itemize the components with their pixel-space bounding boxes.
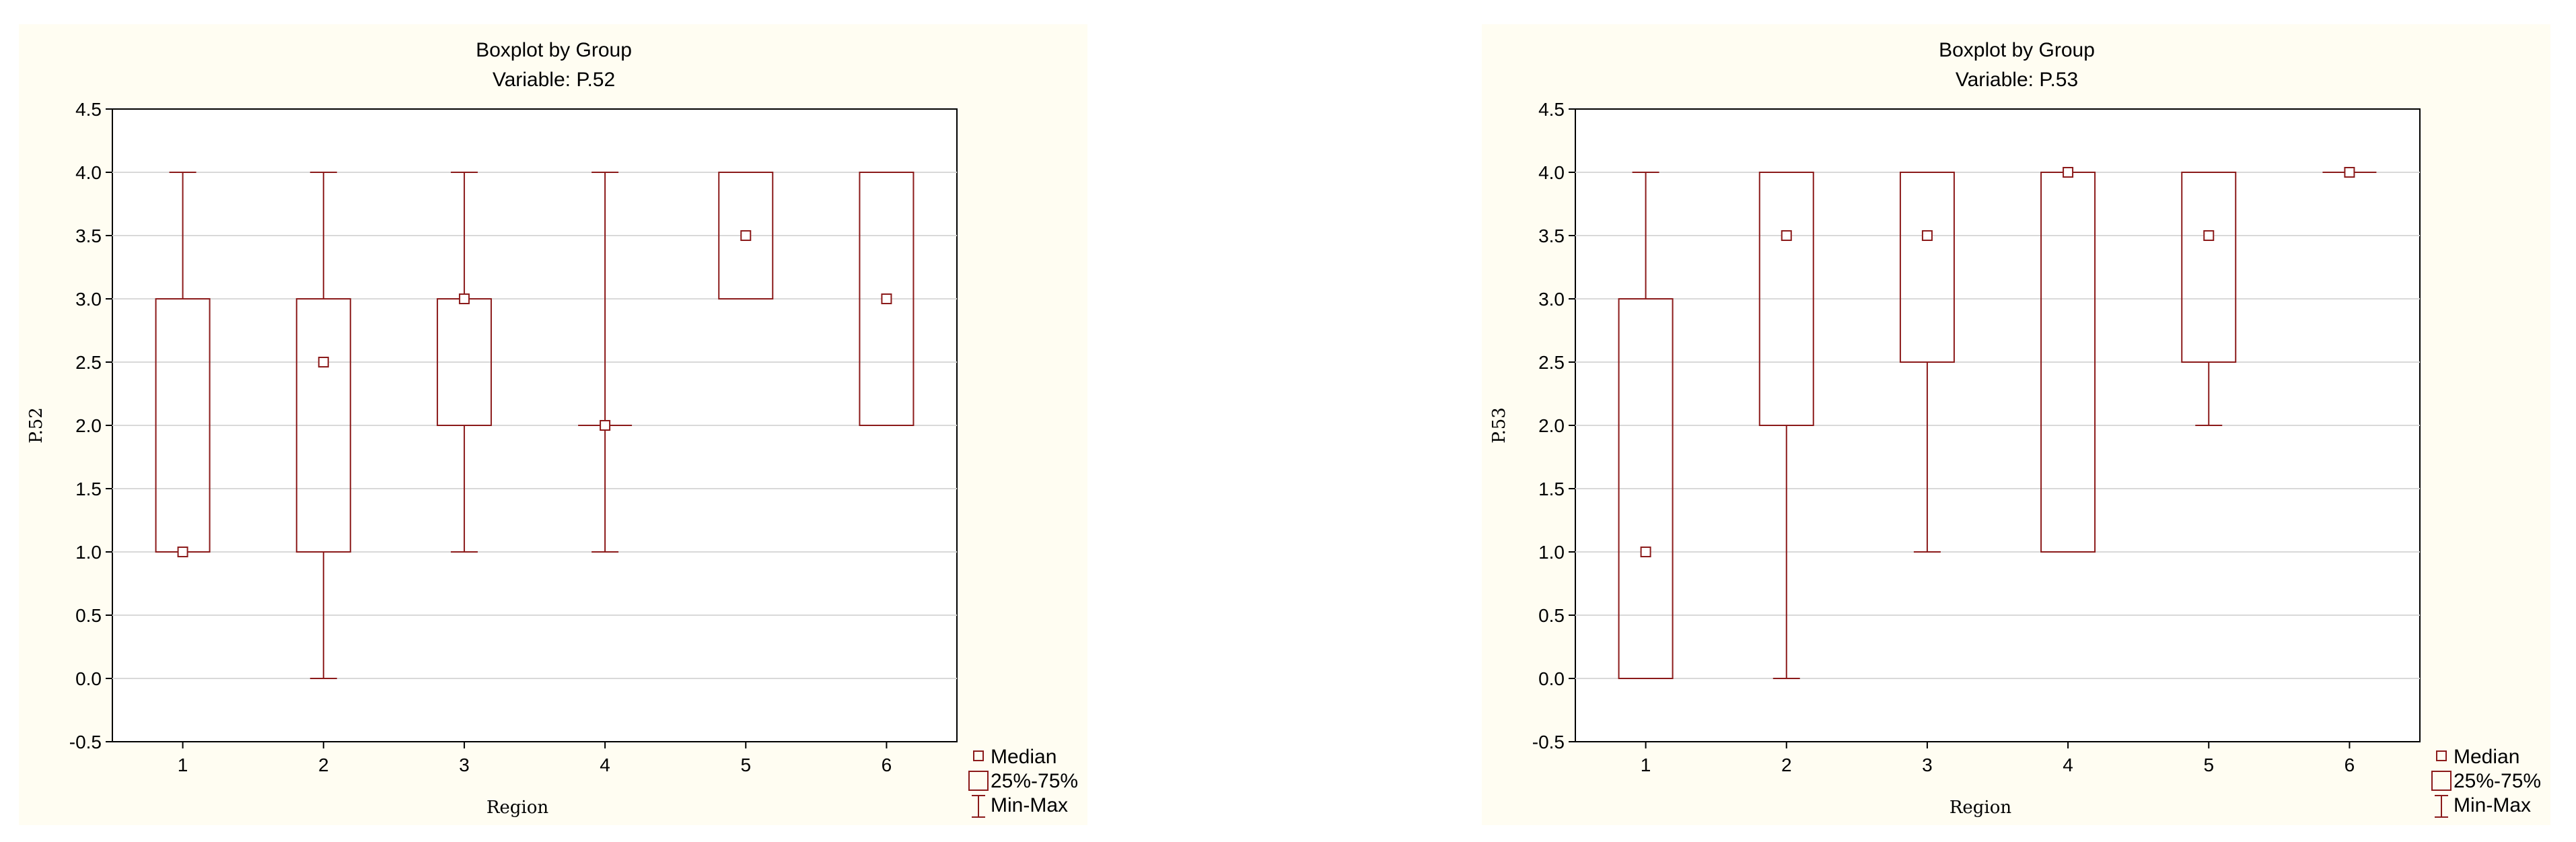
- box-group-1: [155, 172, 211, 557]
- y-tick-label: 1.0: [75, 542, 102, 563]
- box-group-3: [436, 172, 492, 553]
- chart-title: Boxplot by Group: [476, 39, 632, 61]
- median-marker: [177, 547, 188, 557]
- median-marker: [881, 293, 892, 304]
- box-group-2: [1758, 172, 1814, 679]
- legend: Median 25%-75% Min-Max: [968, 746, 1078, 818]
- chart-title: Boxplot by Group: [1939, 39, 2095, 61]
- median-marker: [1640, 547, 1651, 557]
- y-tick-label: 0.0: [75, 668, 102, 689]
- median-marker: [600, 420, 611, 431]
- y-tick-label: 4.0: [1538, 162, 1565, 183]
- legend-median-label: Median: [2454, 746, 2519, 768]
- x-tick-label: 6: [2345, 755, 2355, 775]
- boxplot-chart-p53: Boxplot by Group Variable: P.53 -0.5 0.0 0…: [1489, 39, 2541, 818]
- iqr-box: [2181, 172, 2237, 363]
- y-tick-label: 4.5: [75, 99, 102, 120]
- median-marker: [2344, 167, 2355, 178]
- box-group-6: [859, 172, 915, 426]
- x-tick-label: 3: [459, 755, 470, 775]
- x-tick-label: 2: [1781, 755, 1792, 775]
- y-tick-label: 2.0: [75, 415, 102, 436]
- y-tick-label: 0.5: [75, 605, 102, 626]
- x-tick-label: 1: [1641, 755, 1651, 775]
- median-marker: [2063, 167, 2074, 178]
- y-tick-label: 1.5: [75, 479, 102, 499]
- y-tick-label: 3.0: [75, 289, 102, 310]
- iqr-box: [1618, 298, 1674, 679]
- y-tick-label: 4.5: [1538, 99, 1565, 120]
- iqr-box: [1899, 172, 1955, 363]
- box-group-5: [718, 172, 774, 300]
- y-tick-label: 4.0: [75, 162, 102, 183]
- box-group-1: [1618, 172, 1674, 679]
- iqr-box: [859, 172, 915, 426]
- y-tick-label: 2.5: [1538, 352, 1565, 373]
- x-tick-label: 1: [178, 755, 188, 775]
- iqr-box: [1758, 172, 1814, 426]
- legend-box-icon: [968, 771, 989, 791]
- chart-subtitle: Variable: P.53: [1956, 69, 2078, 91]
- y-axis-label: P.52: [26, 407, 46, 444]
- legend-median-icon: [2436, 750, 2447, 761]
- legend-median-icon: [973, 750, 984, 761]
- y-tick-label: 0.0: [1538, 668, 1565, 689]
- median-marker: [2203, 230, 2215, 241]
- y-tick-label: 0.5: [1538, 605, 1565, 626]
- y-axis-label: P.53: [1489, 407, 1509, 444]
- box-group-6: [2322, 167, 2377, 178]
- x-tick-label: 2: [318, 755, 329, 775]
- legend: Median 25%-75% Min-Max: [2431, 746, 2541, 818]
- box-group-2: [295, 172, 351, 679]
- box-group-5: [2181, 172, 2237, 426]
- legend-box-icon: [2431, 771, 2452, 791]
- y-tick-label: 2.5: [75, 352, 102, 373]
- x-axis-label: Region: [487, 798, 549, 818]
- x-tick-label: 5: [2203, 755, 2214, 775]
- y-tick-label: 1.0: [1538, 542, 1565, 563]
- x-axis-label: Region: [1949, 798, 2012, 818]
- y-tick-label: 1.5: [1538, 479, 1565, 499]
- y-tick-label: -0.5: [69, 732, 102, 752]
- iqr-box: [295, 298, 351, 553]
- y-tick-label: 2.0: [1538, 415, 1565, 436]
- x-tick-label: 4: [600, 755, 610, 775]
- legend-median-label: Median: [991, 746, 1057, 768]
- median-marker: [318, 357, 329, 367]
- y-tick-label: -0.5: [1532, 732, 1565, 752]
- x-tick-label: 5: [740, 755, 751, 775]
- y-tick-label: 3.5: [75, 225, 102, 246]
- x-tick-label: 6: [882, 755, 892, 775]
- median-marker: [458, 293, 470, 304]
- box-group-4: [2040, 167, 2096, 553]
- y-tick-label: 3.5: [1538, 225, 1565, 246]
- legend-box-label: 25%-75%: [2454, 770, 2541, 792]
- legend-whisker-icon: [2435, 795, 2448, 818]
- y-tick-label: 3.0: [1538, 289, 1565, 310]
- median-marker: [1781, 230, 1792, 241]
- iqr-box: [718, 172, 774, 300]
- chart-subtitle: Variable: P.52: [493, 69, 615, 91]
- box-group-3: [1899, 172, 1955, 553]
- box-group-4: [578, 172, 633, 553]
- boxplot-chart-p52: Boxplot by Group Variable: P.52 -0.5 0.0 0…: [26, 39, 1078, 818]
- legend-box-label: 25%-75%: [991, 770, 1078, 792]
- median-marker: [740, 230, 752, 241]
- legend-whisker-label: Min-Max: [991, 794, 1068, 816]
- legend-whisker-label: Min-Max: [2454, 794, 2531, 816]
- x-tick-label: 4: [2063, 755, 2073, 775]
- boxplot-panel-p52: Boxplot by Group Variable: P.52 -0.5 0.0 0…: [19, 24, 1087, 825]
- median-marker: [1921, 230, 1933, 241]
- boxplot-panel-p53: Boxplot by Group Variable: P.53 -0.5 0.0 0…: [1482, 24, 2550, 825]
- x-tick-label: 3: [1922, 755, 1933, 775]
- legend-whisker-icon: [972, 795, 985, 818]
